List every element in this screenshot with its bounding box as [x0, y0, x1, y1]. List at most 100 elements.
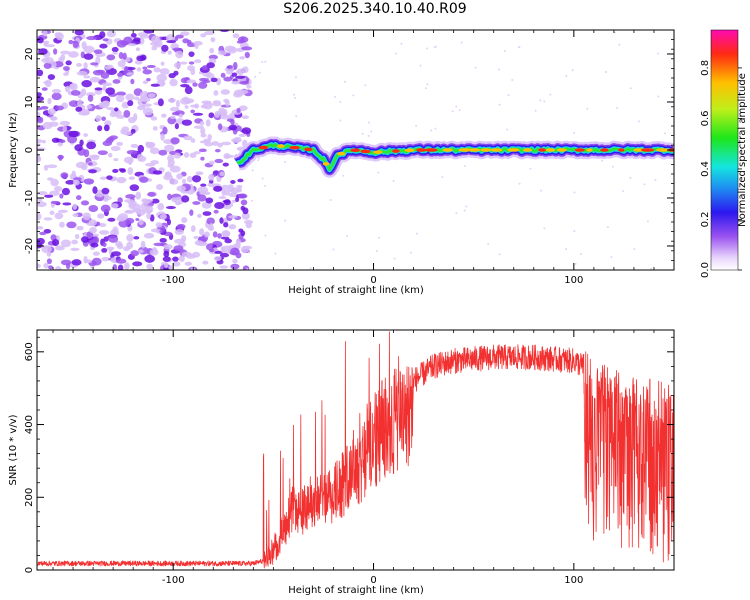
- noise-blob: [213, 256, 222, 262]
- noise-dot: [573, 191, 576, 194]
- noise-blob: [90, 242, 99, 248]
- noise-blob: [142, 80, 148, 85]
- noise-blob: [37, 237, 45, 245]
- noise-blob: [138, 249, 144, 254]
- noise-blob: [220, 89, 230, 95]
- noise-blob: [220, 246, 226, 253]
- noise-blob: [117, 72, 124, 77]
- ridge-peak: [350, 148, 360, 153]
- colorbar-tick-label: 0.2: [700, 212, 711, 228]
- noise-blob: [45, 57, 54, 64]
- noise-blob: [111, 46, 119, 53]
- noise-blob: [167, 193, 172, 201]
- noise-blob: [129, 203, 137, 208]
- noise-blob: [124, 199, 134, 203]
- noise-blob: [200, 127, 206, 135]
- noise-blob: [133, 37, 141, 42]
- noise-blob: [188, 51, 195, 57]
- noise-blob: [68, 39, 74, 45]
- noise-blob: [232, 33, 240, 39]
- noise-blob: [224, 154, 235, 158]
- noise-blob: [68, 51, 79, 58]
- ridge-peak: [392, 149, 400, 153]
- colorbar-label: Normalized spectral amplitude: [737, 73, 748, 227]
- noise-blob: [237, 178, 244, 183]
- noise-blob: [88, 154, 100, 159]
- noise-blob: [206, 217, 215, 225]
- noise-dot: [463, 209, 466, 212]
- noise-blob: [102, 100, 110, 107]
- noise-dot: [274, 252, 277, 255]
- noise-blob: [101, 82, 113, 87]
- noise-blob: [130, 128, 136, 134]
- noise-blob: [97, 150, 108, 156]
- noise-blob: [115, 94, 125, 103]
- noise-blob: [97, 213, 105, 219]
- noise-dot: [294, 96, 297, 99]
- noise-blob: [201, 201, 212, 209]
- noise-blob: [135, 217, 140, 222]
- noise-blob: [115, 114, 126, 119]
- noise-blob: [149, 249, 159, 256]
- noise-blob: [59, 221, 65, 228]
- noise-blob: [37, 212, 42, 221]
- noise-blob: [134, 96, 140, 101]
- noise-blob: [37, 69, 44, 77]
- noise-blob: [43, 217, 53, 221]
- noise-blob: [112, 264, 118, 270]
- noise-blob: [127, 167, 134, 175]
- noise-blob: [130, 78, 135, 85]
- noise-dot: [248, 251, 251, 254]
- noise-blob: [199, 120, 205, 126]
- noise-dot: [261, 60, 264, 63]
- noise-blob: [190, 225, 196, 233]
- noise-dot: [511, 78, 514, 81]
- noise-blob: [227, 46, 238, 54]
- noise-blob: [135, 47, 141, 52]
- noise-blob: [65, 180, 76, 185]
- noise-blob: [241, 46, 253, 51]
- noise-blob: [143, 232, 155, 239]
- noise-blob: [181, 178, 187, 185]
- noise-blob: [147, 178, 153, 182]
- noise-blob: [208, 112, 215, 119]
- noise-blob: [77, 99, 83, 108]
- noise-blob: [137, 105, 145, 111]
- noise-blob: [175, 201, 181, 206]
- noise-dot: [394, 52, 397, 55]
- noise-blob: [72, 179, 80, 186]
- noise-blob: [72, 213, 79, 218]
- noise-blob: [62, 202, 72, 206]
- noise-dot: [460, 41, 463, 44]
- noise-blob: [137, 153, 144, 161]
- noise-blob: [125, 217, 135, 224]
- noise-blob: [227, 186, 235, 192]
- noise-dot: [415, 232, 418, 235]
- spectral-ridge: [231, 136, 674, 178]
- snr-y-axis-title: SNR (10 * v/v): [8, 414, 19, 485]
- ridge-peak: [656, 148, 670, 152]
- noise-blob: [219, 30, 230, 33]
- noise-blob: [206, 62, 215, 69]
- noise-blob: [159, 237, 167, 243]
- noise-blob: [137, 98, 143, 106]
- noise-blob: [158, 149, 168, 156]
- noise-blob: [82, 212, 91, 221]
- noise-blob: [139, 91, 150, 99]
- noise-blob: [106, 30, 116, 38]
- noise-blob: [59, 193, 64, 199]
- noise-dot: [451, 110, 454, 113]
- ridge-peak: [633, 148, 645, 152]
- noise-blob: [49, 116, 58, 121]
- noise-blob: [106, 54, 116, 61]
- noise-blob: [163, 244, 173, 250]
- noise-blob: [224, 238, 232, 244]
- noise-blob: [102, 242, 107, 247]
- noise-blob: [52, 88, 62, 94]
- noise-dot: [426, 83, 429, 86]
- noise-blob: [37, 154, 41, 162]
- noise-blob: [202, 260, 209, 265]
- noise-blob: [240, 199, 248, 206]
- noise-dot: [332, 248, 335, 251]
